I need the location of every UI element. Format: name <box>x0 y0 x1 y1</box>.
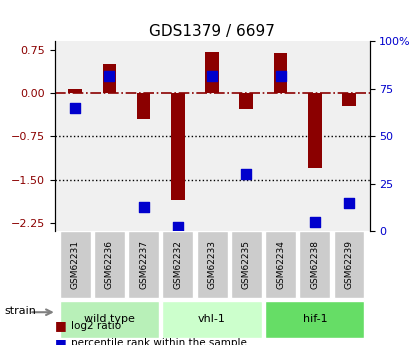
Bar <box>137 93 150 119</box>
FancyBboxPatch shape <box>128 231 159 297</box>
Text: wild type: wild type <box>84 314 135 324</box>
FancyBboxPatch shape <box>197 231 228 297</box>
Text: GSM62232: GSM62232 <box>173 240 182 289</box>
Point <box>106 73 113 78</box>
Bar <box>205 52 219 93</box>
Text: GSM62236: GSM62236 <box>105 240 114 289</box>
Text: ■: ■ <box>55 337 66 345</box>
Text: hif-1: hif-1 <box>302 314 327 324</box>
Point <box>209 73 215 78</box>
Text: GSM62235: GSM62235 <box>242 240 251 289</box>
FancyBboxPatch shape <box>265 301 365 338</box>
Bar <box>239 93 253 109</box>
Text: strain: strain <box>4 306 36 315</box>
FancyBboxPatch shape <box>60 231 91 297</box>
Text: GSM62234: GSM62234 <box>276 240 285 289</box>
Text: log2 ratio: log2 ratio <box>71 321 121 331</box>
Title: GDS1379 / 6697: GDS1379 / 6697 <box>149 24 275 39</box>
Point <box>174 225 181 230</box>
Point <box>346 200 352 206</box>
Text: ■: ■ <box>55 319 66 333</box>
Text: GSM62231: GSM62231 <box>71 240 80 289</box>
Text: GSM62233: GSM62233 <box>207 240 217 289</box>
Point <box>312 219 318 225</box>
Bar <box>342 93 356 106</box>
FancyBboxPatch shape <box>265 231 296 297</box>
Text: GSM62237: GSM62237 <box>139 240 148 289</box>
Bar <box>68 89 82 93</box>
Point <box>72 105 79 111</box>
Bar <box>171 93 185 200</box>
FancyBboxPatch shape <box>299 231 330 297</box>
Text: percentile rank within the sample: percentile rank within the sample <box>71 338 247 345</box>
Point <box>277 73 284 78</box>
Text: GSM62239: GSM62239 <box>344 240 354 289</box>
FancyBboxPatch shape <box>163 301 262 338</box>
FancyBboxPatch shape <box>231 231 262 297</box>
FancyBboxPatch shape <box>60 301 159 338</box>
FancyBboxPatch shape <box>333 231 365 297</box>
Point <box>140 204 147 209</box>
Bar <box>274 53 287 93</box>
Text: vhl-1: vhl-1 <box>198 314 226 324</box>
Bar <box>102 65 116 93</box>
Point <box>243 171 250 177</box>
Text: GSM62238: GSM62238 <box>310 240 319 289</box>
FancyBboxPatch shape <box>94 231 125 297</box>
Bar <box>308 93 322 168</box>
FancyBboxPatch shape <box>163 231 193 297</box>
